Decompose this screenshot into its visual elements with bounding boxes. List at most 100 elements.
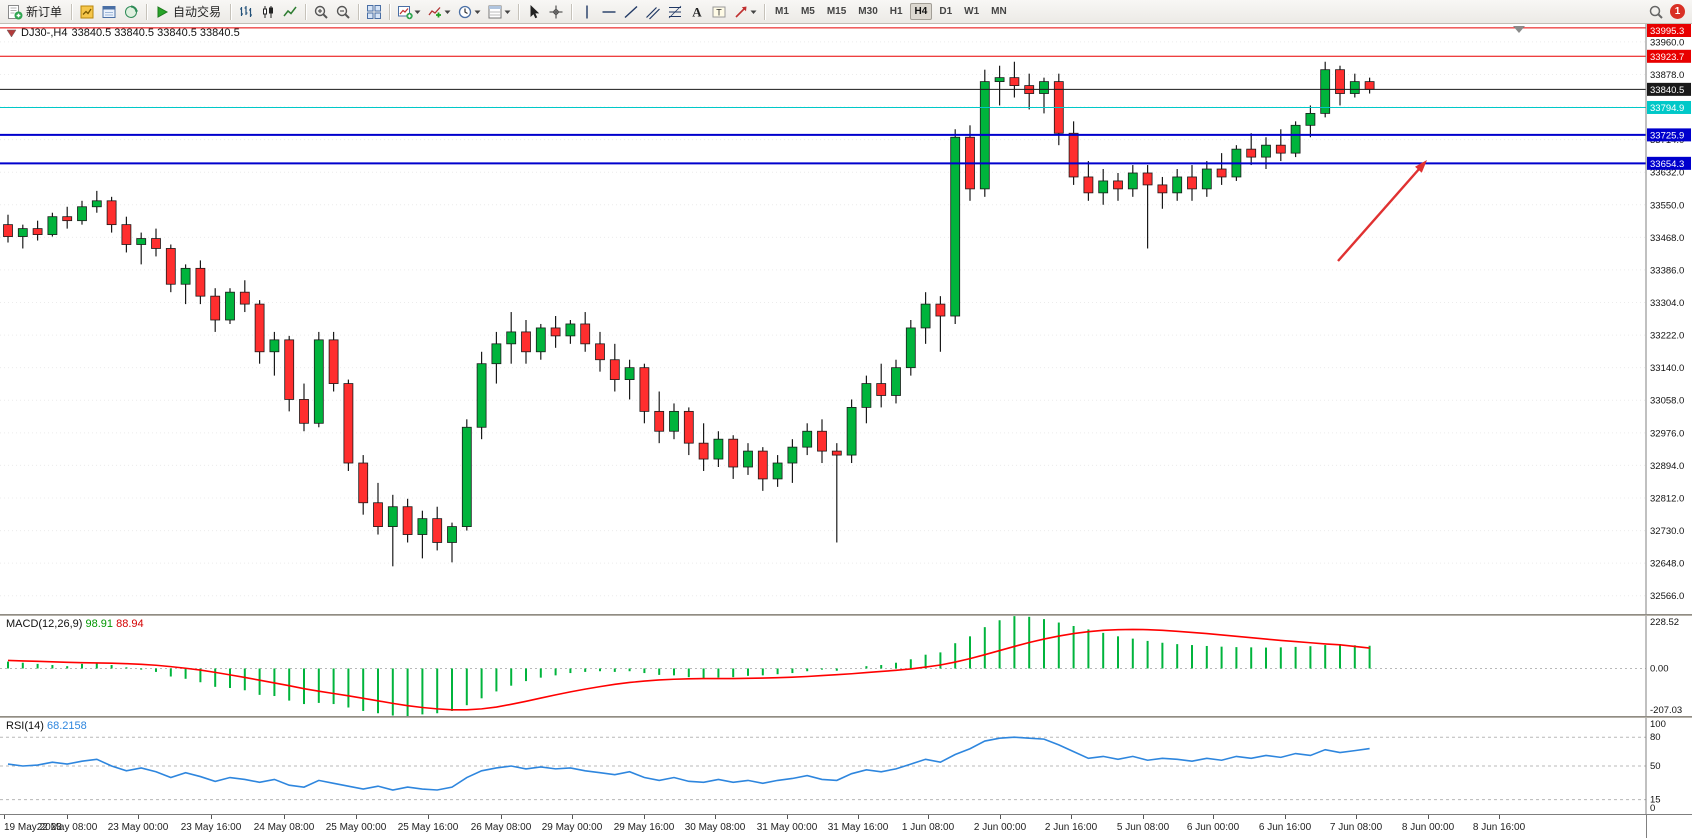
main-toolbar: 新订单 自动交易 A T M1 M5 M15 M30 H1 H4 D1 W1 MN 1 xyxy=(0,0,1692,24)
bar-chart-button[interactable] xyxy=(236,2,256,22)
macd-panel[interactable]: MACD(12,26,9) 98.91 88.94 228.52 0.00 -207… xyxy=(0,616,1692,716)
chevron-down-icon[interactable] xyxy=(750,5,757,19)
timeframe-m1-button[interactable]: M1 xyxy=(775,6,789,17)
crosshair-button[interactable] xyxy=(546,2,566,22)
timeframe-m15-button[interactable]: M15 xyxy=(826,6,847,17)
time-tick xyxy=(1213,815,1214,819)
svg-text:33222.0: 33222.0 xyxy=(1650,331,1684,342)
time-label: 8 Jun 00:00 xyxy=(1401,822,1455,833)
time-tick xyxy=(572,815,573,819)
svg-text:33923.7: 33923.7 xyxy=(1650,52,1684,63)
timeframe-m30-button[interactable]: M30 xyxy=(858,6,878,17)
macd-histogram xyxy=(7,616,1371,716)
svg-text:33386.0: 33386.0 xyxy=(1650,265,1684,276)
time-label: 26 May 08:00 xyxy=(470,822,532,833)
time-tick xyxy=(67,815,68,819)
search-button[interactable] xyxy=(1646,2,1666,22)
cursor-icon xyxy=(526,4,542,20)
price-axis[interactable]: 33960.033878.033796.033714.033632.033550… xyxy=(1650,37,1684,602)
chart-shift-marker[interactable] xyxy=(1513,26,1525,33)
search-icon xyxy=(1648,4,1664,20)
panel-separator[interactable] xyxy=(0,716,1692,718)
horizontal-level-lines[interactable]: 33995.3 33923.7 33840.5 33794.9 33725.9 33654… xyxy=(0,24,1691,170)
candlestick-chart-button[interactable] xyxy=(258,2,278,22)
timeframe-d1-button[interactable]: D1 xyxy=(939,6,953,17)
zoom-in-button[interactable] xyxy=(311,2,331,22)
svg-text:32812.0: 32812.0 xyxy=(1650,493,1684,504)
notifications-badge[interactable]: 1 xyxy=(1670,4,1685,19)
time-tick xyxy=(428,815,429,819)
autotrading-button[interactable]: 自动交易 xyxy=(152,2,225,22)
time-label: 5 Jun 08:00 xyxy=(1116,822,1170,833)
symbol-period-label: DJ30-,H4 xyxy=(21,27,68,39)
vertical-line-button[interactable] xyxy=(577,2,597,22)
zoom-out-button[interactable] xyxy=(333,2,353,22)
trendline-button[interactable] xyxy=(621,2,641,22)
candlestick-chart[interactable]: 33960.033878.033796.033714.033632.033550… xyxy=(0,24,1692,614)
svg-text:50: 50 xyxy=(1650,761,1661,772)
rsi-line xyxy=(7,736,1370,791)
text-button[interactable]: A xyxy=(687,2,707,22)
rsi-panel[interactable]: RSI(14) 68.2158 100 80 50 15 0 xyxy=(0,718,1692,814)
timeframe-h1-button[interactable]: H1 xyxy=(889,6,903,17)
svg-text:15: 15 xyxy=(1650,795,1661,806)
main-chart-panel[interactable]: DJ30-,H4 33840.5 33840.5 33840.5 33840.5… xyxy=(0,24,1692,614)
data-window-icon xyxy=(101,4,117,20)
svg-text:80: 80 xyxy=(1650,732,1661,743)
arrows-button[interactable] xyxy=(731,2,759,22)
svg-text:A: A xyxy=(692,4,702,19)
chevron-down-icon[interactable] xyxy=(504,5,511,19)
cursor-button[interactable] xyxy=(524,2,544,22)
line-chart-button[interactable] xyxy=(280,2,300,22)
time-label: 1 Jun 08:00 xyxy=(901,822,955,833)
timeframe-h4-button[interactable]: H4 xyxy=(909,3,933,20)
indicators-button[interactable] xyxy=(425,2,453,22)
arrow-tool-icon xyxy=(733,4,749,20)
timeframe-w1-button[interactable]: W1 xyxy=(964,6,980,17)
panel-separator[interactable] xyxy=(0,614,1692,616)
time-tick xyxy=(787,815,788,819)
tile-windows-button[interactable] xyxy=(364,2,384,22)
svg-text:100: 100 xyxy=(1650,719,1666,730)
svg-text:33794.9: 33794.9 xyxy=(1650,103,1684,114)
toolbar-separator xyxy=(764,3,766,20)
text-label-button[interactable]: T xyxy=(709,2,729,22)
one-click-trading-toggle[interactable] xyxy=(6,29,17,38)
macd-axis[interactable]: 228.52 0.00 -207.03 xyxy=(1650,617,1682,716)
chevron-down-icon[interactable] xyxy=(474,5,481,19)
toolbar-separator xyxy=(230,3,232,20)
equidistant-channel-button[interactable] xyxy=(643,2,663,22)
svg-text:33468.0: 33468.0 xyxy=(1650,233,1684,244)
macd-signal-line xyxy=(7,628,1370,711)
red-arrow-annotation[interactable] xyxy=(1337,160,1427,262)
new-chart-button[interactable] xyxy=(395,2,423,22)
data-window-button[interactable] xyxy=(99,2,119,22)
toolbar-separator xyxy=(305,3,307,20)
fibonacci-button[interactable] xyxy=(665,2,685,22)
macd-chart[interactable]: 228.52 0.00 -207.03 xyxy=(0,616,1692,716)
rsi-axis[interactable]: 100 80 50 150 xyxy=(1650,719,1666,814)
navigator-button[interactable] xyxy=(121,2,141,22)
ohlc-values: 33840.5 33840.5 33840.5 33840.5 xyxy=(71,27,240,39)
timeframe-mn-button[interactable]: MN xyxy=(991,6,1007,17)
rsi-chart[interactable]: 100 80 50 150 xyxy=(0,718,1692,814)
chevron-down-icon[interactable] xyxy=(414,5,421,19)
time-axis[interactable]: 19 May 2023 22 May 08:00 23 May 00:00 23 Ma… xyxy=(0,814,1692,838)
svg-text:33960.0: 33960.0 xyxy=(1650,37,1684,48)
svg-text:33632.0: 33632.0 xyxy=(1650,168,1684,179)
horizontal-line-button[interactable] xyxy=(599,2,619,22)
timeframe-m5-button[interactable]: M5 xyxy=(800,6,815,17)
chevron-down-icon[interactable] xyxy=(444,5,451,19)
market-watch-button[interactable] xyxy=(77,2,97,22)
rsi-value: 68.2158 xyxy=(46,720,87,732)
time-label: 23 May 00:00 xyxy=(107,822,169,833)
new-order-icon xyxy=(7,4,23,20)
templates-button[interactable] xyxy=(485,2,513,22)
candles-layer xyxy=(3,61,1375,567)
chart-area: DJ30-,H4 33840.5 33840.5 33840.5 33840.5… xyxy=(0,24,1692,838)
svg-text:33995.3: 33995.3 xyxy=(1650,26,1684,37)
template-icon xyxy=(487,4,503,20)
new-order-button[interactable]: 新订单 xyxy=(5,2,66,22)
toolbar-separator xyxy=(358,3,360,20)
periods-button[interactable] xyxy=(455,2,483,22)
